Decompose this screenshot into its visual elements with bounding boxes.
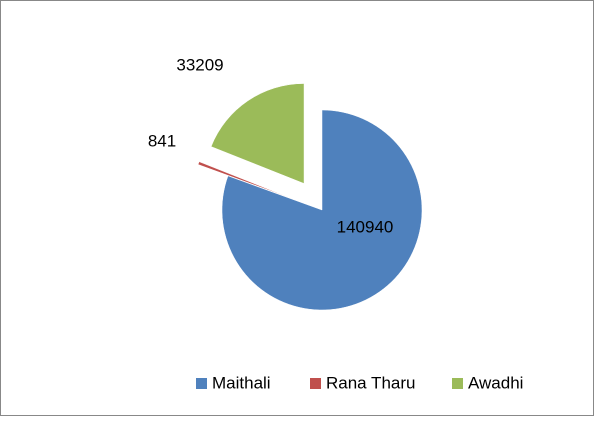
legend-swatch [452, 378, 463, 389]
data-label: 33209 [176, 55, 223, 74]
pie-slice [221, 109, 423, 311]
pie-slice [210, 83, 305, 184]
legend-label: Awadhi [468, 373, 523, 392]
pie-slice [197, 161, 293, 199]
legend-label: Rana Tharu [326, 373, 415, 392]
legend-label: Maithali [212, 373, 271, 392]
data-label: 140940 [337, 217, 394, 236]
legend-swatch [310, 378, 321, 389]
data-label: 841 [148, 131, 176, 150]
legend-swatch [196, 378, 207, 389]
